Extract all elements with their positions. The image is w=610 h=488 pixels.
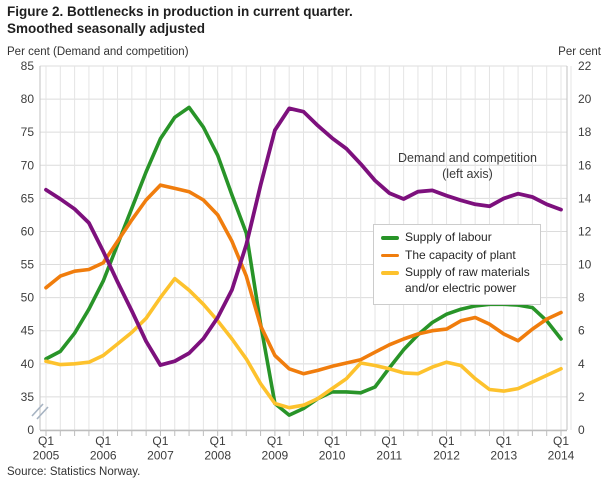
svg-text:14: 14 bbox=[578, 191, 592, 205]
annotation-line1: Demand and competition bbox=[398, 151, 537, 165]
legend-item-materials: Supply of raw materials and/or electric … bbox=[381, 265, 533, 296]
capacity-line-swatch-icon bbox=[381, 253, 399, 257]
svg-text:Q1: Q1 bbox=[324, 434, 340, 448]
svg-text:2006: 2006 bbox=[90, 449, 117, 463]
svg-text:Q1: Q1 bbox=[439, 434, 455, 448]
svg-text:55: 55 bbox=[21, 258, 35, 272]
capacity-line bbox=[44, 183, 563, 376]
svg-text:12: 12 bbox=[578, 224, 592, 238]
svg-text:2011: 2011 bbox=[376, 449, 402, 463]
figure-title: Figure 2. Bottlenecks in production in c… bbox=[7, 4, 567, 37]
figure-title-line1: Figure 2. Bottlenecks in production in c… bbox=[7, 4, 353, 19]
materials-line-swatch-icon bbox=[381, 271, 399, 275]
svg-text:70: 70 bbox=[21, 158, 35, 172]
svg-text:85: 85 bbox=[21, 59, 35, 73]
legend-item-capacity: The capacity of plant bbox=[381, 248, 533, 264]
svg-text:10: 10 bbox=[578, 258, 592, 272]
axis-break-icon bbox=[31, 403, 49, 420]
svg-text:Q1: Q1 bbox=[210, 434, 226, 448]
plot-border bbox=[39, 66, 572, 430]
legend-item-labour: Supply of labour bbox=[381, 230, 533, 246]
figure-title-line2: Smoothed seasonally adjusted bbox=[7, 20, 206, 36]
svg-text:2: 2 bbox=[578, 390, 585, 404]
svg-text:Q1: Q1 bbox=[496, 434, 512, 448]
svg-text:2008: 2008 bbox=[204, 449, 231, 463]
chart-legend: Supply of labour The capacity of plant S… bbox=[373, 224, 541, 305]
annotation-line2: (left axis) bbox=[442, 167, 493, 181]
svg-text:Q1: Q1 bbox=[381, 434, 397, 448]
left-axis-labels: 85 80 75 70 65 60 55 50 45 40 35 0 bbox=[21, 59, 35, 437]
svg-text:60: 60 bbox=[21, 224, 35, 238]
svg-text:0: 0 bbox=[578, 423, 585, 437]
svg-text:4: 4 bbox=[578, 357, 585, 371]
svg-text:0: 0 bbox=[27, 423, 34, 437]
svg-text:40: 40 bbox=[21, 357, 35, 371]
svg-text:75: 75 bbox=[21, 125, 35, 139]
svg-text:8: 8 bbox=[578, 291, 585, 305]
source-note: Source: Statistics Norway. bbox=[7, 466, 141, 478]
left-axis-caption: Per cent (Demand and competition) bbox=[7, 46, 189, 58]
svg-text:65: 65 bbox=[21, 191, 35, 205]
svg-text:2007: 2007 bbox=[147, 449, 174, 463]
svg-text:2009: 2009 bbox=[262, 449, 289, 463]
x-axis-labels: Q12005Q12006Q12007Q12008Q12009Q12010Q120… bbox=[33, 434, 575, 463]
svg-text:18: 18 bbox=[578, 125, 592, 139]
svg-text:6: 6 bbox=[578, 324, 585, 338]
svg-text:45: 45 bbox=[21, 324, 35, 338]
legend-label-capacity: The capacity of plant bbox=[405, 247, 516, 262]
svg-text:80: 80 bbox=[21, 92, 35, 106]
materials-line bbox=[44, 276, 563, 410]
x-axis-ticks bbox=[40, 429, 567, 436]
svg-text:Q1: Q1 bbox=[95, 434, 111, 448]
series-annotation-demand: Demand and competition (left axis) bbox=[385, 150, 550, 182]
svg-text:2014: 2014 bbox=[548, 449, 575, 463]
svg-text:Q1: Q1 bbox=[267, 434, 283, 448]
svg-text:22: 22 bbox=[578, 59, 592, 73]
legend-label-labour: Supply of labour bbox=[405, 230, 492, 244]
demand-line bbox=[44, 106, 563, 368]
svg-text:20: 20 bbox=[578, 92, 592, 106]
labour-line-swatch-icon bbox=[381, 236, 399, 240]
svg-text:Q1: Q1 bbox=[152, 434, 168, 448]
svg-text:Q1: Q1 bbox=[553, 434, 569, 448]
svg-text:2012: 2012 bbox=[433, 449, 460, 463]
svg-text:2010: 2010 bbox=[319, 449, 346, 463]
svg-text:Q1: Q1 bbox=[38, 434, 54, 448]
svg-text:16: 16 bbox=[578, 158, 592, 172]
svg-text:50: 50 bbox=[21, 291, 35, 305]
svg-text:2005: 2005 bbox=[33, 449, 60, 463]
right-axis-caption: Per cent bbox=[558, 46, 601, 58]
legend-label-materials: Supply of raw materials and/or electric … bbox=[405, 265, 530, 295]
svg-text:2013: 2013 bbox=[490, 449, 517, 463]
svg-text:35: 35 bbox=[21, 390, 35, 404]
labour-line bbox=[44, 105, 563, 417]
